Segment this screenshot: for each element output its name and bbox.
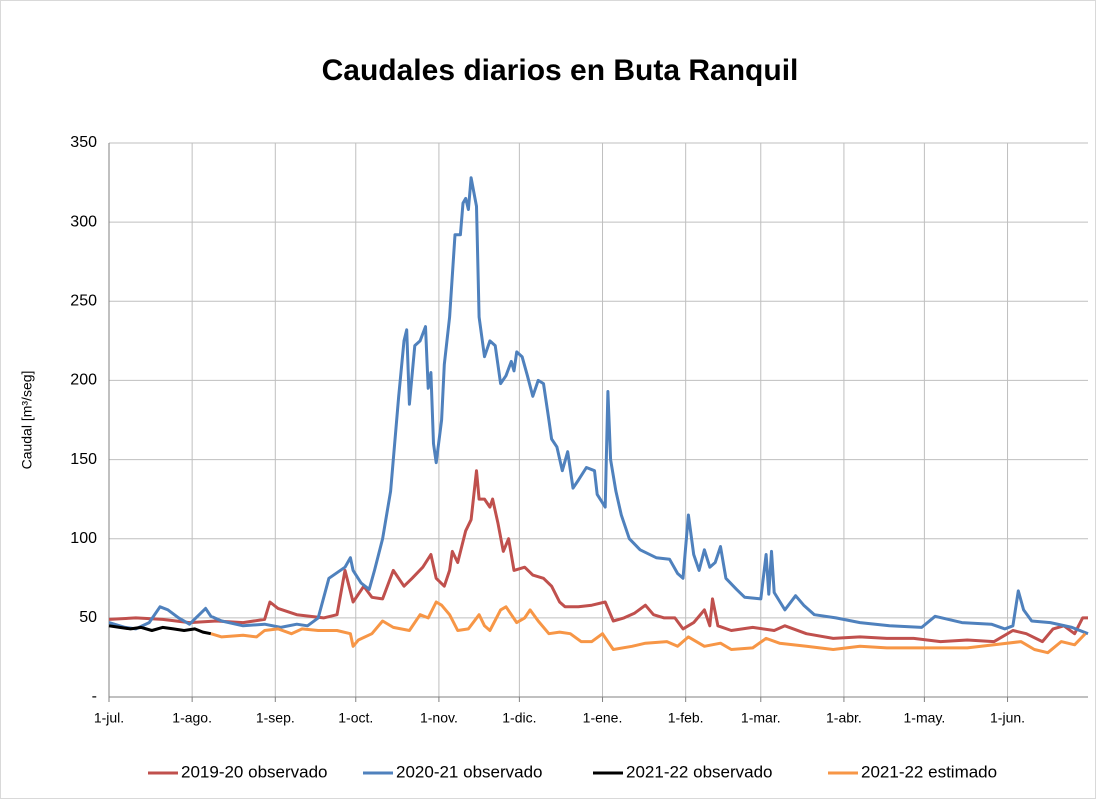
legend-label: 2021-22 estimado: [861, 762, 997, 781]
y-tick-label: 350: [70, 134, 97, 151]
x-tick-label: 1-ene.: [583, 710, 623, 726]
x-tick-label: 1-sep.: [256, 710, 295, 726]
x-tick-label: 1-feb.: [668, 710, 704, 726]
x-tick-label: 1-abr.: [826, 710, 862, 726]
x-tick-label: 1-mar.: [741, 710, 781, 726]
x-tick-label: 1-nov.: [420, 710, 458, 726]
legend-label: 2019-20 observado: [181, 762, 328, 781]
x-tick-label: 1-jul.: [94, 710, 124, 726]
y-tick-label: 50: [79, 609, 97, 626]
y-tick-label: 300: [70, 213, 97, 230]
x-tick-label: 1-dic.: [502, 710, 536, 726]
y-tick-label: 250: [70, 293, 97, 310]
y-tick-label: 200: [70, 372, 97, 389]
x-tick-label: 1-ago.: [172, 710, 212, 726]
legend-label: 2021-22 observado: [626, 762, 773, 781]
y-tick-label: 150: [70, 451, 97, 468]
chart-title: Caudales diarios en Buta Ranquil: [322, 54, 799, 87]
y-tick-label: 100: [70, 530, 97, 547]
series-line: [108, 469, 1088, 644]
y-tick-label: -: [92, 688, 97, 705]
x-tick-label: 1-oct.: [338, 710, 373, 726]
x-tick-label: 1-may.: [904, 710, 946, 726]
x-tick-label: 1-jun.: [990, 710, 1025, 726]
series-line: [210, 600, 1087, 655]
y-axis-label: Caudal [m³/seg]: [19, 371, 35, 470]
series-line: [108, 624, 212, 636]
legend-label: 2020-21 observado: [396, 762, 543, 781]
series-line: [108, 176, 1089, 636]
